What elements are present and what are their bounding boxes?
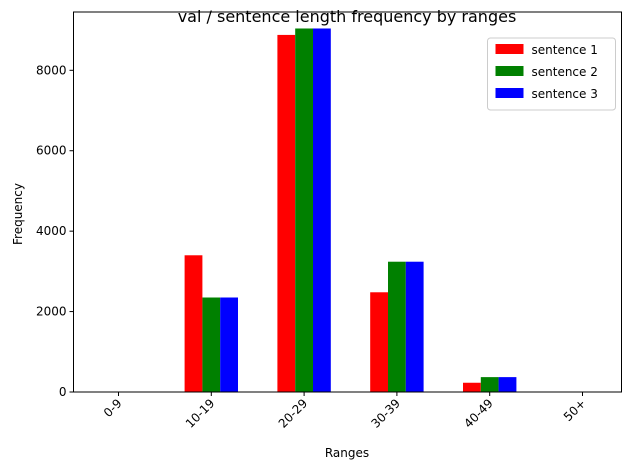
x-axis-ticks: 0-9 10-19 20-29 30-39 40-49 50+ (101, 392, 589, 431)
x-tick-label: 50+ (561, 396, 589, 424)
bar-sentence-1-40-49 (463, 382, 481, 392)
bar-sentence-2-10-19 (202, 297, 221, 392)
y-tick-label: 2000 (36, 305, 67, 319)
y-axis-ticks: 0 2000 4000 6000 8000 (36, 63, 74, 399)
legend: sentence 1 sentence 2 sentence 3 (487, 37, 616, 111)
legend-swatch (495, 88, 524, 98)
x-tick-label: 20-29 (276, 396, 311, 431)
plot-frame (73, 11, 622, 393)
bar-sentence-2-20-29 (295, 28, 313, 393)
bar-sentence-3-40-49 (498, 377, 517, 392)
bar-sentence-1-30-39 (370, 292, 388, 392)
legend-label: sentence 3 (532, 87, 598, 101)
x-axis-label: Ranges (325, 446, 369, 460)
y-tick-label: 6000 (36, 144, 67, 158)
legend-swatch (495, 66, 524, 76)
bars-group (184, 28, 517, 393)
y-tick-label: 0 (59, 385, 67, 399)
legend-label: sentence 1 (532, 43, 598, 57)
y-tick-label: 8000 (36, 63, 67, 77)
bar-sentence-1-10-19 (184, 255, 203, 392)
x-tick-label: 10-19 (183, 396, 218, 431)
x-tick-label: 40-49 (461, 396, 496, 431)
x-tick-label: 30-39 (368, 396, 403, 431)
legend-label: sentence 2 (532, 65, 598, 79)
chart-title: val / sentence length frequency by range… (178, 7, 517, 26)
legend-swatch (495, 44, 524, 54)
bar-sentence-2-30-39 (388, 261, 406, 392)
bar-sentence-3-10-19 (220, 297, 238, 392)
bar-sentence-2-40-49 (480, 377, 499, 392)
bar-sentence-1-20-29 (277, 34, 296, 393)
bar-sentence-3-20-29 (313, 28, 331, 393)
bar-sentence-3-30-39 (405, 261, 424, 392)
y-axis-label: Frequency (11, 183, 25, 245)
y-tick-label: 4000 (36, 224, 67, 238)
x-tick-label: 0-9 (101, 396, 125, 420)
